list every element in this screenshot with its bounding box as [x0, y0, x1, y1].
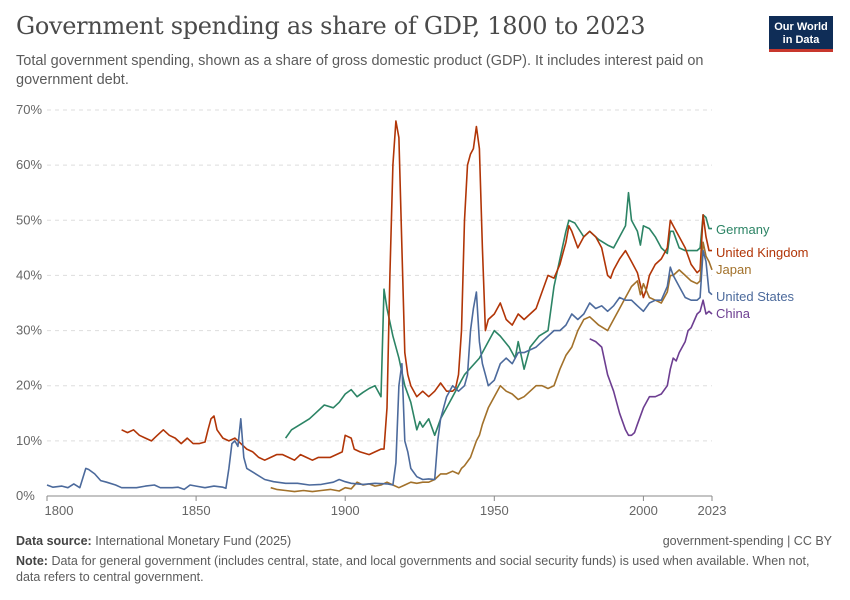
y-tick-label: 50%	[16, 212, 42, 227]
x-tick-label: 2000	[629, 503, 658, 518]
x-tick-label: 1900	[331, 503, 360, 518]
series-label-germany[interactable]: Germany	[716, 222, 770, 237]
x-tick-label: 1950	[480, 503, 509, 518]
logo-line-1: Our World	[774, 21, 828, 33]
series-label-united-states[interactable]: United States	[716, 289, 795, 304]
y-tick-label: 60%	[16, 157, 42, 172]
y-tick-label: 10%	[16, 433, 42, 448]
data-source: Data source: International Monetary Fund…	[16, 534, 291, 548]
gridlines	[47, 109, 712, 497]
series-line-united-states[interactable]	[46, 249, 713, 491]
y-axis-ticks: 0% 10% 20% 30% 40% 50% 60% 70%	[16, 102, 42, 503]
series-lines	[46, 120, 713, 493]
series-label-china[interactable]: China	[716, 306, 751, 321]
y-tick-label: 70%	[16, 102, 42, 117]
owid-logo[interactable]: Our World in Data	[769, 16, 833, 52]
series-line-china[interactable]	[589, 299, 713, 437]
series-label-japan[interactable]: Japan	[716, 262, 751, 277]
series-labels: Germany United Kingdom Japan United States C…	[716, 222, 809, 321]
note-label: Note:	[16, 554, 48, 568]
series-line-united-kingdom[interactable]	[121, 120, 712, 461]
y-tick-label: 0%	[16, 488, 35, 503]
note: Note: Data for general government (inclu…	[16, 554, 816, 585]
source-label: Data source:	[16, 534, 92, 548]
y-tick-label: 30%	[16, 323, 42, 338]
chart-title: Government spending as share of GDP, 180…	[16, 12, 646, 40]
chart-subtitle: Total government spending, shown as a sh…	[16, 53, 704, 88]
source-text[interactable]: International Monetary Fund (2025)	[95, 534, 292, 548]
series-label-united-kingdom[interactable]: United Kingdom	[716, 245, 809, 260]
logo-line-2: in Data	[782, 33, 820, 46]
slug-license[interactable]: government-spending | CC BY	[662, 534, 832, 548]
line-chart: 0% 10% 20% 30% 40% 50% 60% 70% 1800 1850 1900 1950…	[16, 102, 809, 518]
x-tick-label: 2023	[698, 503, 727, 518]
x-tick-label: 1800	[45, 503, 74, 518]
y-tick-label: 40%	[16, 267, 42, 282]
y-tick-label: 20%	[16, 378, 42, 393]
series-line-germany[interactable]	[284, 191, 712, 439]
note-text: Data for general government (includes ce…	[16, 554, 810, 584]
x-axis-ticks: 1800 1850 1900 1950 2000 2023	[45, 496, 727, 518]
x-tick-label: 1850	[182, 503, 211, 518]
